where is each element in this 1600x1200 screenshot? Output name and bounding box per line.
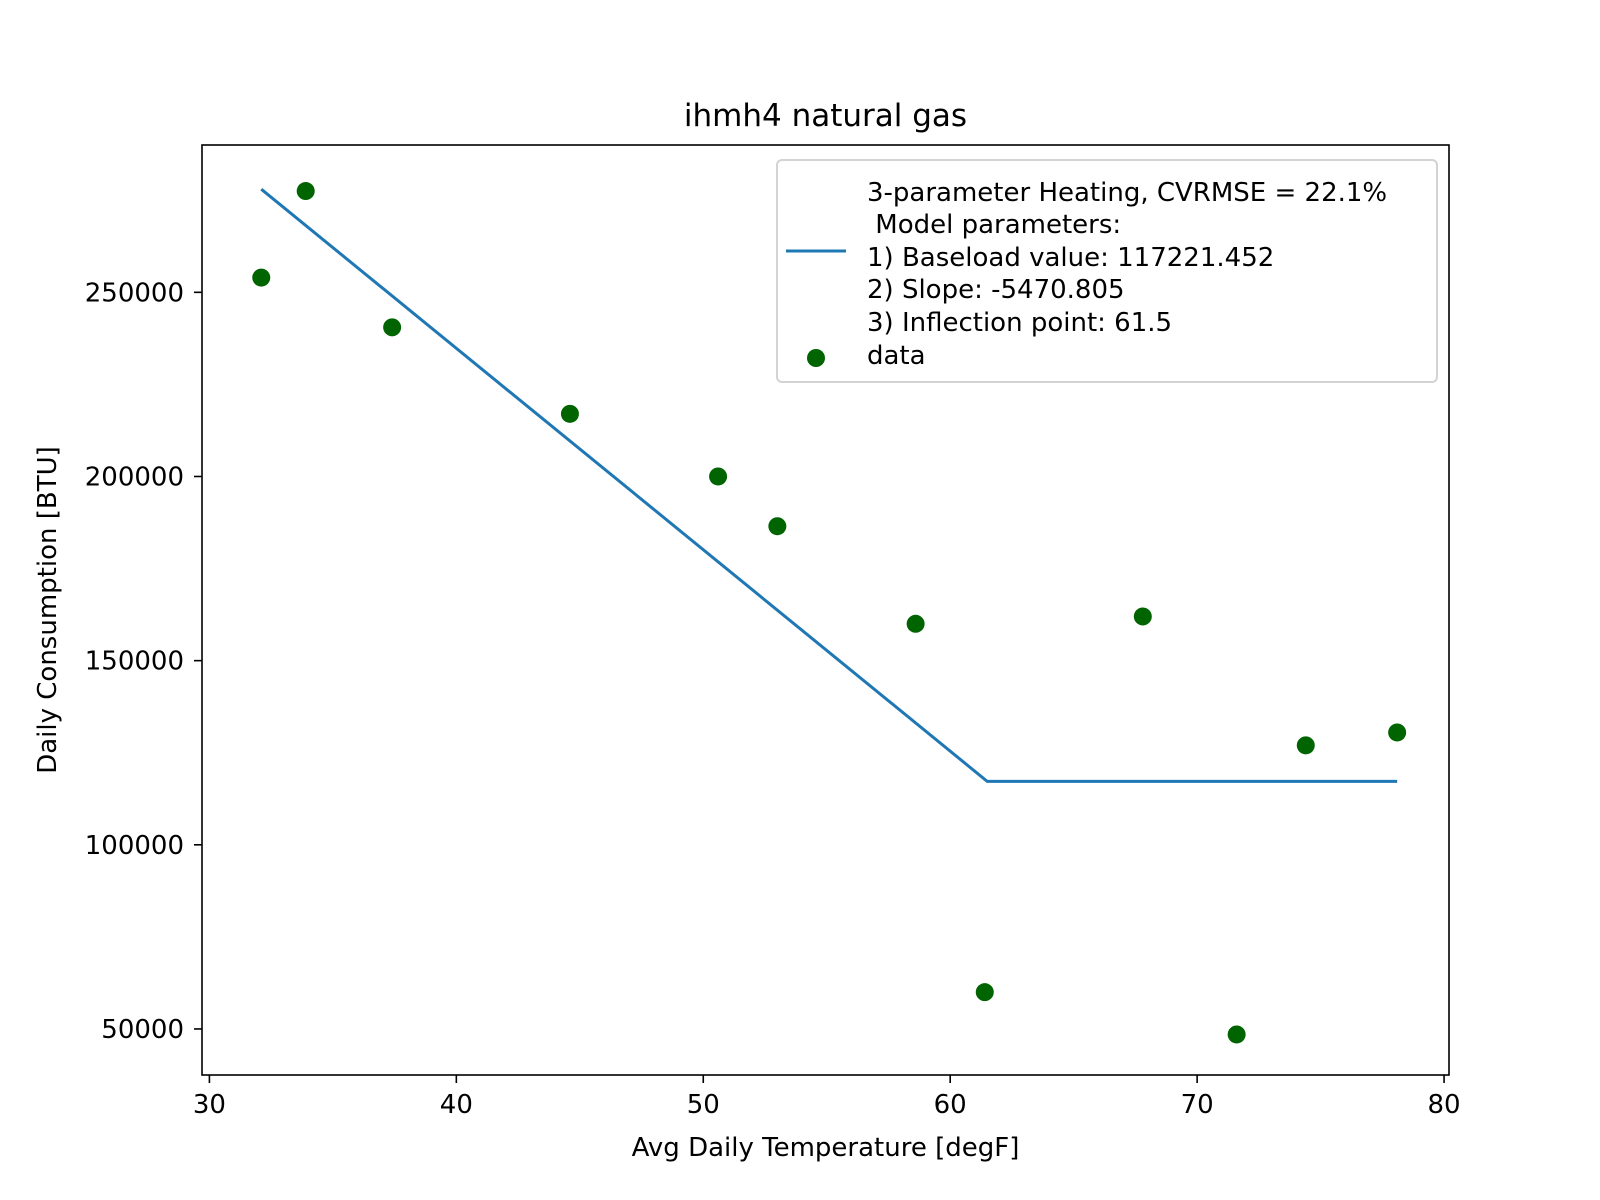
legend-line-text: Model parameters: <box>867 210 1121 240</box>
x-tick-label: 70 <box>1181 1090 1214 1120</box>
plot-frame <box>201 144 1450 1076</box>
y-axis: 50000 100000 150000 200000 250000 <box>85 278 202 1045</box>
data-point <box>1133 607 1152 626</box>
y-tick-label: 100000 <box>85 831 184 861</box>
data-point <box>560 404 579 423</box>
legend-box <box>776 159 1438 383</box>
data-point <box>906 614 925 633</box>
legend-line-text: 2) Slope: -5470.805 <box>867 275 1125 305</box>
legend-line-text: 3) Inflection point: 61.5 <box>867 308 1172 338</box>
data-point <box>1296 736 1315 755</box>
x-axis: 30 40 50 60 70 80 <box>193 1075 1461 1120</box>
data-point <box>296 182 315 201</box>
y-tick-label: 200000 <box>85 462 184 492</box>
x-tick-label: 30 <box>193 1090 226 1120</box>
data-point <box>1227 1025 1246 1044</box>
data-point <box>1388 723 1407 742</box>
y-tick-label: 150000 <box>85 647 184 677</box>
data-point <box>709 467 728 486</box>
x-axis-label: Avg Daily Temperature [degF] <box>632 1133 1020 1163</box>
data-point <box>975 983 994 1002</box>
plot-area <box>252 182 1407 1044</box>
x-tick-label: 80 <box>1428 1090 1461 1120</box>
data-point <box>252 268 271 287</box>
legend-line-text: 1) Baseload value: 117221.452 <box>867 243 1274 273</box>
x-tick-label: 60 <box>934 1090 967 1120</box>
y-axis-label: Daily Consumption [BTU] <box>33 446 63 774</box>
legend-dot-swatch <box>807 349 825 367</box>
legend: 3-parameter Heating, CVRMSE = 22.1% Mode… <box>776 159 1438 383</box>
data-point <box>383 318 402 337</box>
x-tick-label: 40 <box>440 1090 473 1120</box>
x-tick-label: 50 <box>687 1090 720 1120</box>
legend-line-text: 3-parameter Heating, CVRMSE = 22.1% <box>867 178 1387 208</box>
y-tick-label: 250000 <box>85 278 184 308</box>
chart-title: ihmh4 natural gas <box>684 98 967 134</box>
legend-data-text: data <box>867 341 926 371</box>
y-tick-label: 50000 <box>101 1015 184 1045</box>
fit-line <box>260 188 1398 783</box>
data-point <box>768 517 787 536</box>
